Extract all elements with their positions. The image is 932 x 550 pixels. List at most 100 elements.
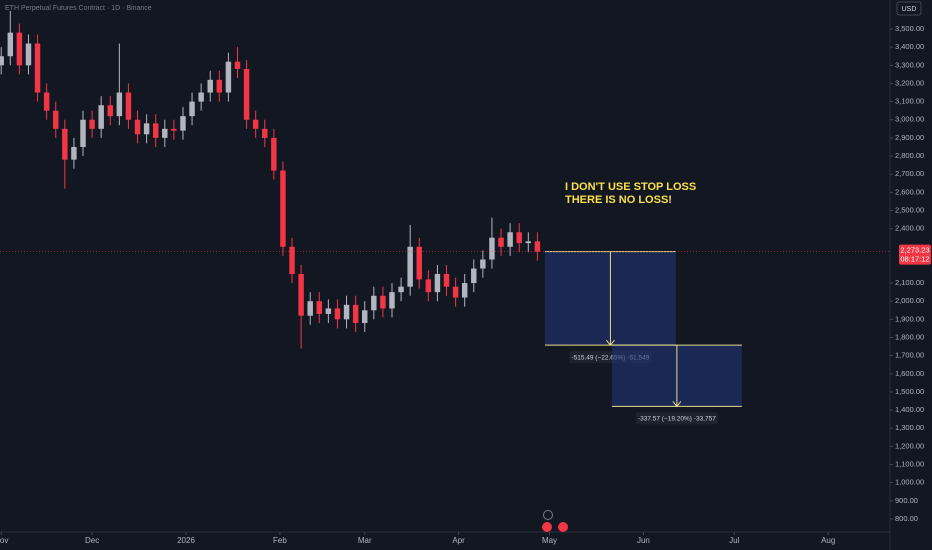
y-tick-label: 900.00 (895, 496, 918, 505)
candle-body (371, 295, 377, 311)
last-price-box (899, 244, 931, 265)
candle-body (407, 246, 413, 287)
last-price-label: 2,273.23 (900, 246, 929, 255)
y-tick-label: 2,100.00 (895, 278, 924, 287)
candle-body (416, 246, 422, 280)
candle-body (134, 119, 141, 135)
candle-body (443, 273, 450, 287)
countdown-label: 08:17:12 (900, 255, 929, 264)
candle-body (234, 61, 241, 69)
candle-body (143, 123, 150, 135)
y-tick-label: 1,300.00 (895, 423, 924, 432)
x-tick-label: Jun (637, 536, 650, 545)
candle-body (434, 273, 441, 293)
candle-body (425, 279, 432, 293)
x-tick-label: Dec (85, 536, 99, 545)
candle-body (343, 304, 350, 320)
y-tick-label: 1,800.00 (895, 332, 924, 341)
candle-body (380, 295, 386, 309)
y-tick-label: 3,400.00 (895, 42, 924, 51)
y-tick-label: 2,700.00 (895, 169, 924, 178)
candle-body (16, 32, 23, 66)
candle-body (280, 170, 286, 247)
event-icon[interactable] (542, 522, 552, 532)
y-tick-label: 1,400.00 (895, 405, 924, 414)
candle-body (43, 92, 50, 111)
candle-body (180, 116, 186, 131)
candle-body (534, 241, 541, 252)
candle-body (461, 283, 468, 298)
plot-area (0, 10, 541, 349)
candle-body (298, 273, 304, 316)
candle-body (62, 128, 68, 160)
y-tick-label: 3,000.00 (895, 115, 924, 124)
candle-body (198, 92, 204, 102)
candle-body (398, 286, 404, 293)
y-tick-label: 3,100.00 (895, 97, 924, 106)
y-tick-label: 1,900.00 (895, 314, 924, 323)
annotation: I DON'T USE STOP LOSS (565, 181, 696, 193)
y-tick-label: 2,400.00 (895, 224, 924, 233)
candle-body (71, 146, 77, 160)
candle-body (171, 128, 177, 131)
candle-body (25, 43, 32, 66)
candle-body (271, 137, 277, 171)
candle-body (125, 92, 132, 120)
x-tick-label: Feb (273, 536, 287, 545)
candle-body (471, 268, 477, 284)
x-tick-label: Aug (821, 536, 835, 545)
y-tick-label: 2,600.00 (895, 187, 924, 196)
candle-body (452, 286, 459, 298)
candle-body (7, 32, 14, 57)
y-tick-label: 2,900.00 (895, 133, 924, 142)
candle-body (152, 123, 159, 138)
event-icons[interactable] (542, 510, 568, 533)
y-tick-label: 3,200.00 (895, 78, 924, 87)
candle-body (316, 301, 323, 314)
annotation: THERE IS NO LOSS! (565, 194, 672, 206)
x-tick-label: Apr (452, 536, 465, 545)
currency[interactable]: USD (902, 6, 917, 13)
measure-arrowhead (672, 401, 682, 408)
y-tick-label: 1,100.00 (895, 459, 924, 468)
candle-body (243, 68, 250, 120)
candle-body (207, 79, 213, 93)
candle-body (80, 119, 86, 147)
y-tick-label: 2,500.00 (895, 205, 924, 214)
y-tick-label: 3,500.00 (895, 24, 924, 33)
y-tick-label: 2,000.00 (895, 296, 924, 305)
candle-body (0, 56, 4, 66)
candle-body (216, 79, 223, 93)
x-tick-label: Jul (729, 536, 739, 545)
candle-body (225, 61, 232, 93)
candle-body (389, 292, 395, 309)
candle-body (252, 119, 259, 129)
y-tick-label: 1,200.00 (895, 441, 924, 450)
candle-body (334, 308, 341, 320)
measure-label: -515.49 (−22.65%) -51,549 (571, 354, 649, 361)
candle-body (162, 128, 168, 138)
candle-body (89, 119, 95, 129)
candle-body (352, 304, 359, 323)
price-axis (890, 0, 932, 550)
x-tick-label: May (542, 536, 557, 545)
y-tick-label: 1,600.00 (895, 369, 924, 378)
candle-body (98, 105, 104, 129)
candle-body (507, 232, 513, 247)
y-tick-label: 1,500.00 (895, 387, 924, 396)
x-tick-label: Mar (358, 536, 372, 545)
candle-body (489, 237, 495, 260)
x-tick-label: Nov (0, 536, 8, 545)
measure-label: -337.57 (−19.20%) -33,757 (638, 416, 716, 423)
event-icon[interactable] (558, 522, 568, 532)
currency-box[interactable] (896, 1, 922, 16)
event-icon[interactable] (543, 510, 553, 520)
x-tick-label: 2026 (177, 536, 195, 545)
measure-arrowhead (606, 339, 615, 346)
y-tick-label: 800.00 (895, 514, 918, 523)
candle-body (325, 308, 332, 314)
candle-body (307, 301, 313, 316)
y-tick-label: 1,700.00 (895, 351, 924, 360)
